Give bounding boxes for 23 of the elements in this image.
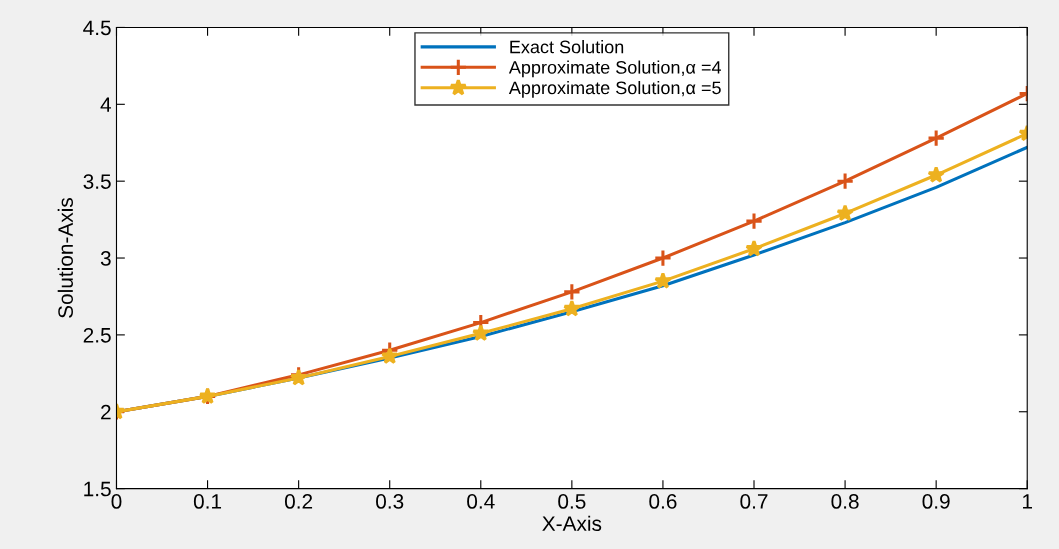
x-tick-label: 0 [111, 494, 122, 509]
y-tick-label: 4 [100, 97, 112, 112]
x-tick-label: 0.6 [649, 494, 677, 509]
x-tick-label: 0.1 [193, 494, 222, 509]
x-tick-label: 1 [1023, 494, 1033, 509]
y-axis-title: Solution-Axis [57, 197, 73, 318]
x-tick-label: 0.5 [558, 494, 586, 509]
legend-label: Approximate Solution,α =5 [508, 80, 721, 98]
legend-label: Exact Solution [510, 40, 624, 54]
y-tick-label: 1.5 [84, 481, 111, 497]
x-tick-label: 0.2 [284, 494, 313, 509]
x-tick-label: 0.4 [467, 494, 495, 509]
x-tick-label: 0.7 [740, 494, 768, 509]
x-tick-label: 0.8 [831, 494, 859, 509]
y-tick-label: 2.5 [83, 327, 111, 343]
y-tick-label: 3 [100, 251, 111, 266]
legend-label: Approximate Solution,α =4 [508, 60, 722, 78]
x-tick-label: 0.9 [922, 494, 950, 509]
y-tick-label: 4.5 [83, 20, 111, 36]
y-tick-label: 3.5 [83, 174, 111, 189]
x-axis-title: X-Axis [542, 515, 602, 531]
y-tick-label: 2 [101, 404, 111, 420]
x-tick-label: 0.3 [376, 494, 404, 509]
